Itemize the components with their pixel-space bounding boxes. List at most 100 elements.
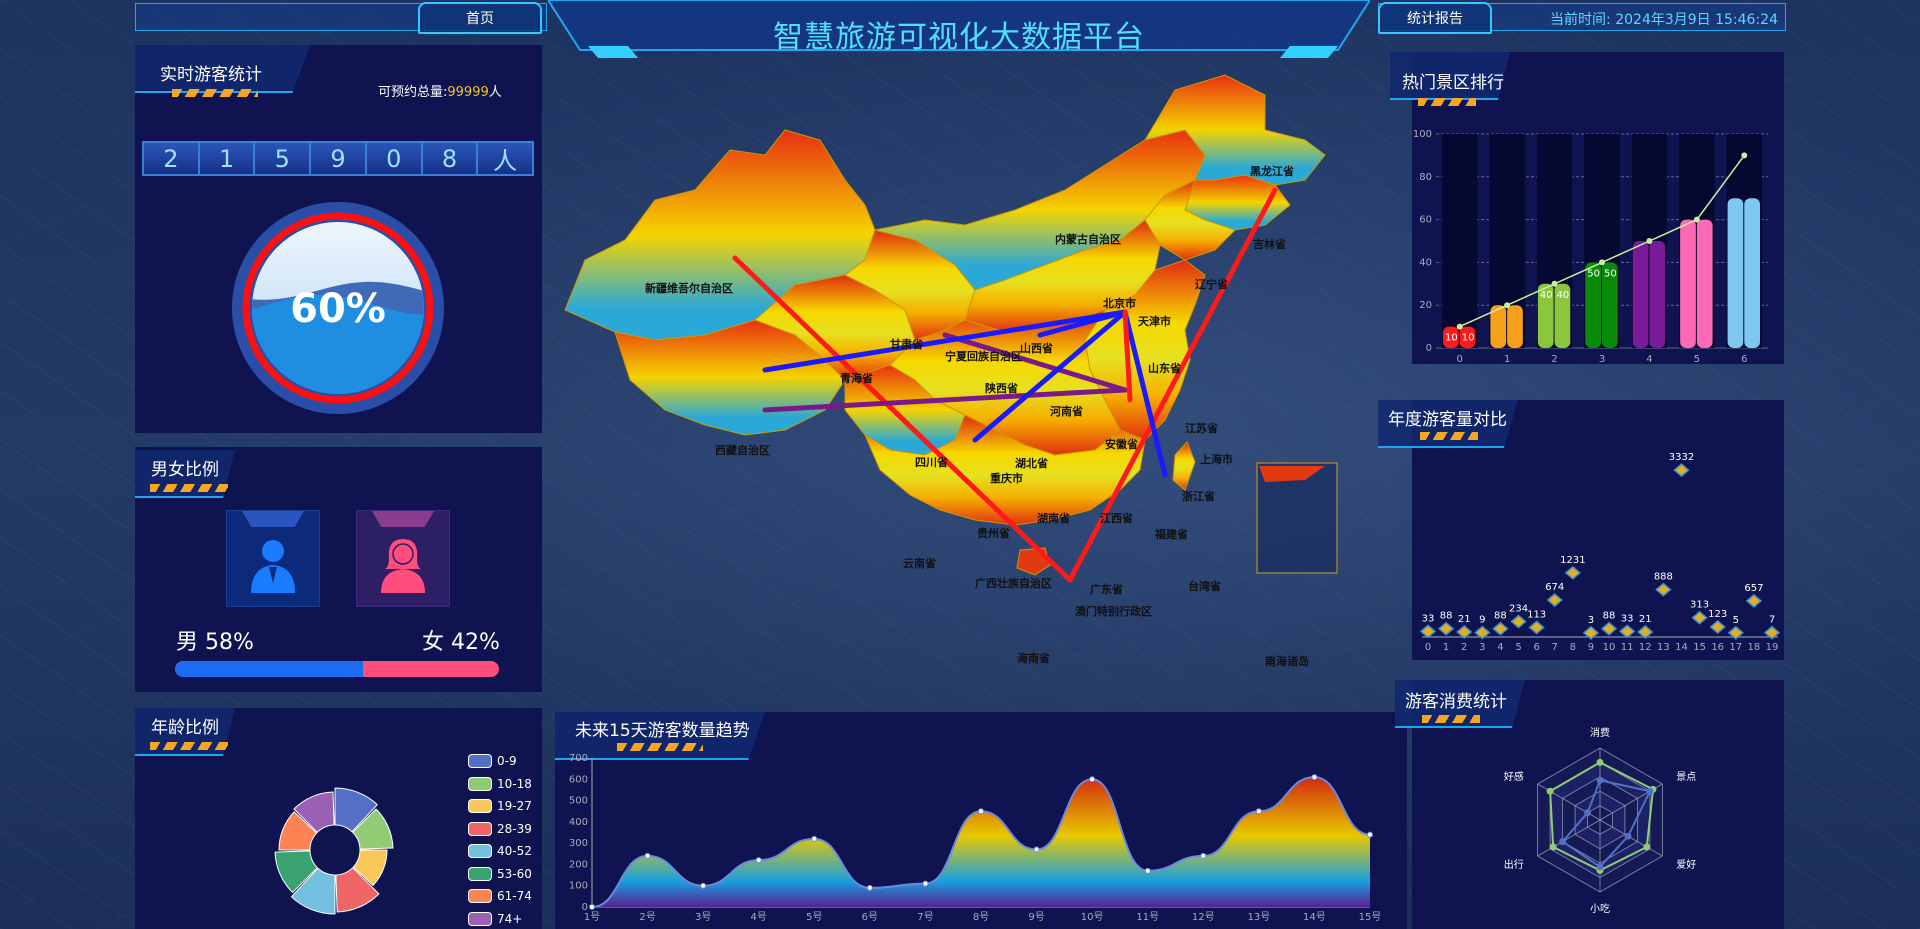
annual-xtick-label: 1: [1443, 642, 1449, 653]
annual-point-label: 3: [1588, 615, 1594, 626]
hot-xtick-label: 5: [1694, 354, 1700, 364]
age-legend-item[interactable]: 19-27: [468, 799, 532, 813]
age-legend-label: 28-39: [497, 821, 532, 836]
hot-ytick-label: 80: [1419, 172, 1432, 183]
home-tab[interactable]: 首页: [418, 2, 542, 34]
map-province-label: 青海省: [840, 371, 873, 385]
annual-point: [1456, 624, 1473, 639]
region-heilongjiang: [1143, 74, 1326, 186]
annual-point: [1474, 625, 1491, 640]
annual-point: [1709, 619, 1726, 634]
map-province-label: 内蒙古自治区: [1055, 232, 1121, 246]
map-province-label: 上海市: [1200, 452, 1233, 466]
age-legend-item[interactable]: 53-60: [468, 866, 532, 881]
hot-bar: [1696, 219, 1713, 348]
age-legend-label: 19-27: [497, 799, 532, 813]
forecast-ytick-label: 100: [569, 881, 588, 892]
migration-lines: [732, 187, 1278, 583]
annual-point-label: 3332: [1669, 452, 1694, 463]
annual-xtick-label: 2: [1461, 642, 1467, 653]
annual-point: [1528, 620, 1545, 635]
radar-indicator-label: 小吃: [1590, 902, 1610, 915]
annual-xtick-label: 0: [1425, 642, 1431, 653]
radar-spoke: [1537, 819, 1601, 857]
map-province-label: 湖北省: [1015, 456, 1048, 470]
hot-xtick-label: 2: [1551, 354, 1557, 364]
female-icon: [381, 539, 425, 593]
age-legend-swatch: [468, 844, 492, 858]
female-card: [356, 510, 450, 607]
report-tab-label: 统计报告: [1407, 11, 1463, 27]
map-province-label: 山东省: [1148, 361, 1181, 375]
age-legend-item[interactable]: 74+: [468, 911, 522, 926]
hot-bar-label: 10: [1462, 333, 1475, 344]
hot-ytick-label: 60: [1419, 215, 1432, 226]
age-legend-item[interactable]: 61-74: [468, 889, 532, 903]
hot-trend-point: [1646, 238, 1653, 244]
age-slice: [335, 867, 380, 913]
report-tab[interactable]: 统计报告: [1378, 2, 1492, 34]
age-legend-swatch: [468, 911, 492, 926]
annual-title-plate: [1378, 400, 1518, 448]
annual-xtick-label: 4: [1497, 642, 1503, 653]
age-legend-label: 53-60: [497, 866, 532, 881]
hot-xtick-label: 6: [1741, 354, 1747, 364]
age-legend-item[interactable]: 28-39: [468, 821, 532, 836]
forecast-ytick-label: 500: [569, 796, 588, 807]
hot-trend-point: [1551, 280, 1558, 287]
annual-point-label: 9: [1479, 615, 1485, 626]
map-province-label: 南海诸岛: [1265, 654, 1309, 668]
hot-ytick-label: 100: [1413, 129, 1432, 140]
hot-trend-point: [1456, 323, 1463, 330]
counter-digit: 9: [309, 141, 367, 176]
hot-bar: [1537, 283, 1554, 348]
counter-digit: 8: [420, 141, 479, 176]
age-legend-item[interactable]: 40-52: [468, 844, 532, 858]
counter-digit: 5: [253, 141, 312, 176]
age-legend-item[interactable]: 10-18: [468, 776, 532, 791]
age-slice: [278, 811, 318, 851]
map-province-label: 辽宁省: [1195, 277, 1228, 291]
hot-bar-label: 50: [1604, 268, 1617, 279]
map-province-label: 江西省: [1100, 511, 1133, 525]
age-legend-item[interactable]: 0-9: [468, 754, 517, 768]
hot-ytick-label: 0: [1426, 343, 1432, 354]
annual-point: [1673, 463, 1690, 478]
forecast-title-plate: [555, 712, 765, 760]
region-hainan: [1016, 547, 1051, 576]
hot-xtick-label: 3: [1599, 354, 1605, 364]
counter-digit: 1: [197, 141, 256, 176]
annual-xtick-label: 19: [1766, 642, 1779, 653]
consumption-title-stripes: [1422, 715, 1480, 723]
annual-point-label: 657: [1744, 583, 1763, 594]
annual-point-label: 123: [1708, 609, 1727, 620]
annual-point-label: 88: [1494, 611, 1507, 622]
map-province-label: 湖南省: [1037, 511, 1070, 525]
annual-point: [1492, 621, 1509, 636]
hot-trend-point: [1599, 259, 1605, 266]
hot-xtick-label: 1: [1504, 354, 1510, 364]
header-title-plate: [546, 0, 1372, 60]
map-province-label: 陕西省: [985, 381, 1018, 395]
annual-point-label: 33: [1621, 613, 1634, 624]
map-province-label: 广东省: [1090, 582, 1123, 596]
hot-bar-label: 40: [1557, 290, 1570, 301]
radar-series-point: [1546, 787, 1554, 795]
annual-point: [1763, 625, 1781, 640]
forecast-xtick-label: 4号: [751, 911, 767, 923]
page-title: 智慧旅游可视化大数据平台: [773, 20, 1145, 55]
age-legend-swatch: [468, 889, 492, 903]
forecast-area-chart: 0 100 200 300 400 500 600 700 1号 2号 3号 4号 5号 6号 7号 8号 9号…: [569, 753, 1382, 923]
age-legend-label: 10-18: [497, 776, 532, 791]
annual-point: [1419, 624, 1437, 639]
map-province-label: 北京市: [1103, 296, 1136, 310]
visitor-counter: 2 1 5 9 0 8 人: [142, 141, 535, 176]
map-province-labels: 新疆维吾尔自治区 内蒙古自治区 黑龙江省吉林省辽宁省北京市天津市甘肃省宁夏回族自治区…: [645, 164, 1309, 668]
forecast-xtick-label: 15号: [1359, 911, 1382, 923]
hot-spots-title: 热门景区排行: [1402, 73, 1504, 93]
annual-point: [1655, 582, 1672, 597]
radar-indicator-label: 出行: [1504, 858, 1524, 871]
reservable-total-label: 可预约总量:: [378, 85, 448, 100]
